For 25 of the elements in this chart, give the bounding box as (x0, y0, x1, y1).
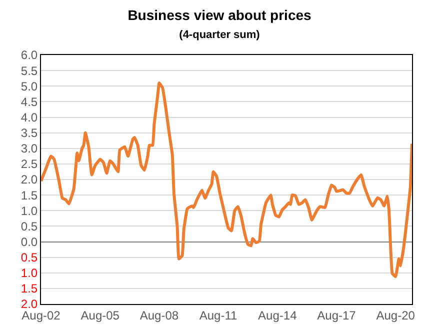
line-series (41, 82, 412, 278)
y-tick-label: 1.5 (20, 282, 38, 296)
y-tick-label: 5.5 (20, 64, 38, 78)
y-tick-label: 1.0 (20, 266, 38, 280)
y-tick-label: 1.5 (20, 188, 38, 202)
y-tick-label: 4.5 (20, 94, 38, 109)
x-tick-label: Aug-11 (199, 308, 238, 322)
x-tick-label: Aug-08 (140, 308, 179, 322)
y-tick-label: 0.5 (20, 219, 38, 234)
chart-subtitle: (4-quarter sum) (179, 29, 260, 42)
y-tick-label: 6.0 (20, 48, 38, 62)
y-tick-label: 3.5 (20, 126, 38, 140)
x-tick-label: Aug-05 (80, 308, 120, 322)
y-tick-label: 5.0 (20, 79, 38, 94)
x-tick-label: Aug-17 (317, 308, 356, 322)
y-tick-label: 3.0 (20, 142, 38, 156)
y-tick-label: 0.5 (20, 250, 38, 265)
y-tick-label: 2.5 (20, 157, 38, 172)
y-tick-label: 4.0 (20, 110, 38, 124)
y-tick-label: 0.0 (20, 234, 38, 249)
x-tick-label: Aug-20 (376, 308, 416, 322)
x-tick-label: Aug-14 (258, 308, 298, 322)
chart-title: Business view about prices (128, 7, 312, 24)
y-tick-label: 1.0 (20, 204, 38, 218)
y-tick-label: 2.0 (20, 172, 38, 187)
